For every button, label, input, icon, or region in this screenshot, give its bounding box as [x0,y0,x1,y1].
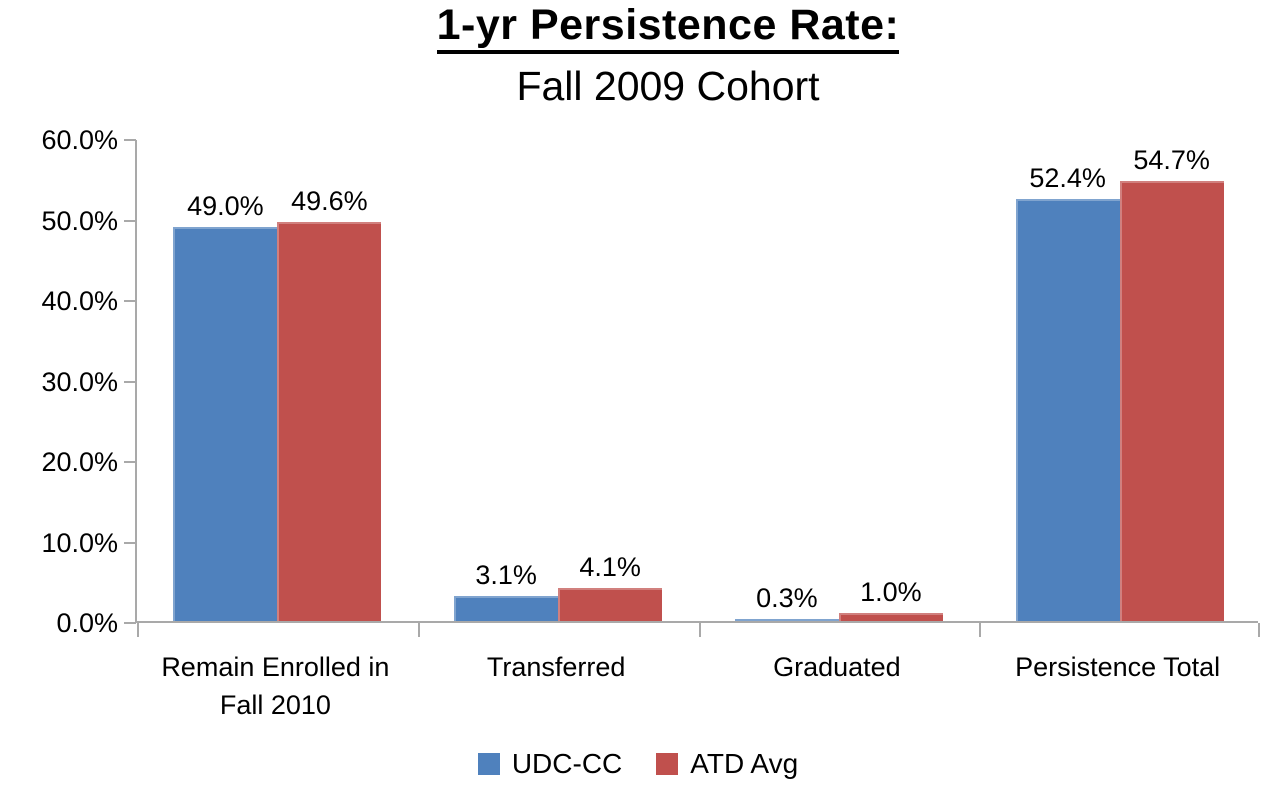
legend-item-atd-avg: ATD Avg [656,748,798,780]
bar-value-label: 49.0% [187,190,264,221]
legend-swatch-atd-avg [656,753,679,775]
y-axis-tick [124,380,136,383]
bar-value-label: 3.1% [475,560,537,591]
bar-udc-cc-0 [173,226,278,621]
y-axis-label: 50.0% [41,205,118,236]
bar-atd-avg-0 [277,221,382,621]
bar-atd-avg-2 [838,612,943,621]
legend: UDC-CC ATD Avg [0,748,1276,780]
y-axis-tick [124,300,136,302]
y-axis-tick [124,461,136,463]
y-axis-label: 20.0% [41,447,118,477]
bar-value-label: 0.3% [756,582,818,613]
y-axis-tick [124,622,136,624]
x-axis-tick [417,623,420,637]
y-axis-label: 10.0% [41,527,118,558]
legend-label-udc-cc: UDC-CC [511,748,623,779]
y-axis-label: 40.0% [41,286,118,316]
y-axis-tick [124,139,136,141]
bar-value-label: 49.6% [291,185,368,216]
legend-item-udc-cc: UDC-CC [477,748,623,780]
bar-value-label: 52.4% [1029,163,1106,194]
chart-header: 1-yr Persistence Rate: Fall 2009 Cohort [60,4,1276,107]
x-axis-tick [979,623,982,637]
category-label: Transferred [486,652,626,682]
y-axis-tick [124,219,136,222]
x-axis-tick [137,623,139,637]
y-axis-label: 30.0% [41,366,118,397]
bar-value-label: 4.1% [579,551,641,582]
legend-swatch-udc-cc [477,753,500,775]
x-axis-tick [1258,623,1260,637]
bar-atd-avg-1 [558,588,663,621]
bar-value-label: 54.7% [1133,144,1210,175]
chart-subtitle: Fall 2009 Cohort [516,63,820,109]
plot-area: 49.0% 3.1% 0.3% 52.4% 49.6% 4.1% 1.0% 54.7% [124,139,1260,637]
y-axis-label: 60.0% [41,125,118,155]
y-axis-tick [124,541,136,544]
chart-title: 1-yr Persistence Rate: [436,4,900,54]
x-axis-tick [698,623,701,637]
category-label: Persistence Total [1015,652,1221,682]
y-axis-label: 0.0% [56,608,118,638]
category-label: Remain Enrolled in Fall 2010 [161,652,390,720]
bar-atd-avg-3 [1119,180,1224,621]
category-label: Graduated [773,652,901,682]
bar-udc-cc-3 [1015,199,1120,621]
bar-value-label: 1.0% [860,576,922,607]
bar-udc-cc-1 [454,596,559,621]
bar-udc-cc-2 [734,618,839,621]
legend-label-atd-avg: ATD Avg [690,748,799,779]
